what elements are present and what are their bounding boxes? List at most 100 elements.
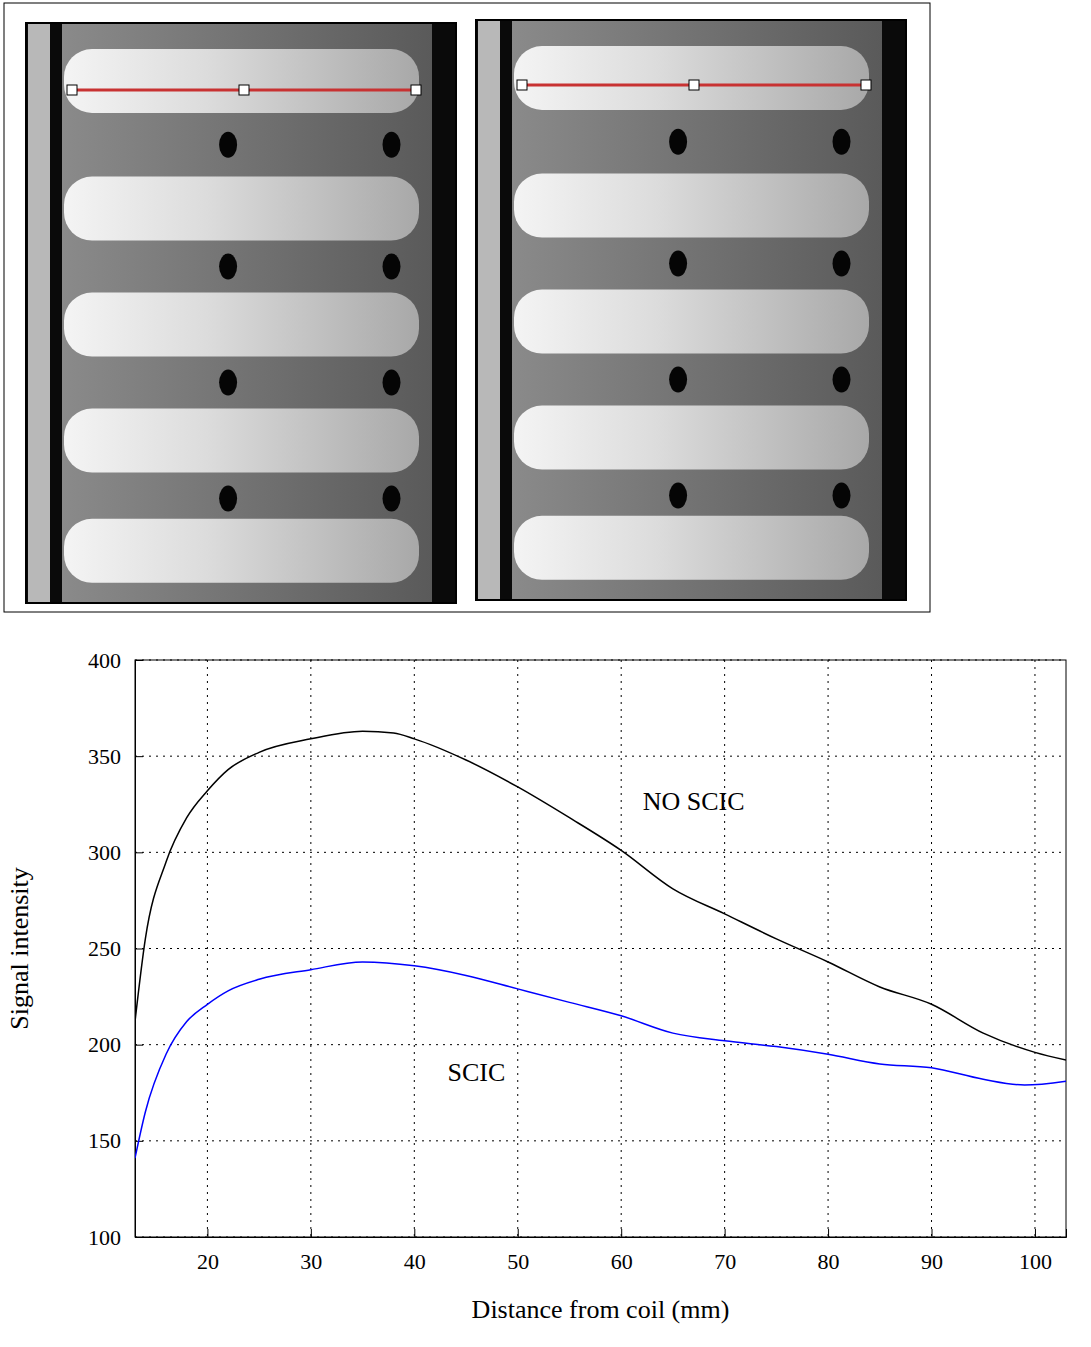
- x-tick-label: 90: [921, 1249, 943, 1274]
- image-spot: [833, 129, 851, 155]
- x-axis: 20 30 40 50 60 70 80 90 100: [136, 1229, 1067, 1274]
- y-tick-mark: [135, 1045, 143, 1046]
- image-band: [64, 177, 419, 241]
- image-spot: [383, 370, 401, 396]
- series-group: [135, 731, 1066, 1158]
- y-tick-mark: [135, 756, 143, 757]
- page: 20 30 40 50 60 70 80 90 100 100 150 200 250 300 350 400…: [0, 0, 1091, 1347]
- image-border: [476, 20, 906, 600]
- image-band: [64, 519, 419, 583]
- x-tick-mark: [828, 1229, 829, 1237]
- x-tick-label: 80: [818, 1249, 840, 1274]
- annotations: NO SCIC SCIC: [447, 787, 744, 1087]
- plot-frame: [135, 660, 1066, 1237]
- grid-line-y: [135, 756, 1066, 757]
- x-axis-title: Distance from coil (mm): [472, 1295, 730, 1324]
- y-tick-label: 300: [88, 840, 121, 865]
- image-strip: [28, 23, 50, 603]
- x-tick-mark: [207, 1229, 208, 1237]
- image-band: [64, 293, 419, 357]
- profile-handle: [411, 85, 421, 95]
- image-band: [514, 174, 869, 238]
- y-tick-label: 100: [88, 1225, 121, 1250]
- x-tick-mark: [1035, 1229, 1036, 1237]
- image-spot: [219, 132, 237, 158]
- grid: [135, 660, 1066, 1237]
- image-spot: [833, 367, 851, 393]
- grid-line-x: [621, 660, 622, 1237]
- y-tick-label: 400: [88, 648, 121, 673]
- grid-line-x: [1034, 660, 1035, 1237]
- y-tick-mark: [135, 949, 143, 950]
- x-tick-label: 40: [404, 1249, 426, 1274]
- profile-handle: [861, 80, 871, 90]
- image-spot: [383, 486, 401, 512]
- image-spot: [833, 251, 851, 277]
- data-line: [135, 962, 1066, 1158]
- image-band: [514, 516, 869, 580]
- image-spot: [669, 129, 687, 155]
- image-spot: [383, 132, 401, 158]
- profile-handle: [689, 80, 699, 90]
- image-spot: [669, 251, 687, 277]
- x-tick: 90: [921, 1229, 943, 1274]
- image-background: [476, 20, 906, 600]
- x-tick-label: 50: [507, 1249, 529, 1274]
- x-tick: 70: [714, 1229, 736, 1274]
- annotation: SCIC: [447, 1058, 505, 1087]
- profile-handle: [517, 80, 527, 90]
- x-tick-mark: [621, 1229, 622, 1237]
- x-tick: 100: [1019, 1229, 1052, 1274]
- image-border: [26, 23, 456, 603]
- image-spot: [383, 254, 401, 280]
- x-tick-mark: [725, 1229, 726, 1237]
- y-tick-mark: [135, 852, 143, 853]
- image-panel: [26, 23, 456, 603]
- image-band: [64, 409, 419, 473]
- x-tick: 80: [818, 1229, 840, 1274]
- image-spot: [219, 486, 237, 512]
- image-band: [64, 49, 419, 113]
- image-spot: [669, 483, 687, 509]
- x-axis-line: [136, 1229, 1067, 1238]
- x-tick-label: 100: [1019, 1249, 1052, 1274]
- grid-line-y: [135, 948, 1066, 949]
- x-tick: 60: [611, 1229, 633, 1274]
- grid-line-x: [931, 660, 932, 1237]
- x-tick-mark: [518, 1229, 519, 1237]
- grid-line-y: [135, 852, 1066, 853]
- image-panel: [476, 20, 906, 600]
- profile-handle: [67, 85, 77, 95]
- image-spot: [833, 483, 851, 509]
- image-background: [26, 23, 456, 603]
- grid-line-x: [414, 660, 415, 1237]
- chart: 20 30 40 50 60 70 80 90 100 100 150 200 250 300 350 400…: [5, 648, 1067, 1324]
- x-tick-label: 20: [197, 1249, 219, 1274]
- y-tick-label: 200: [88, 1032, 121, 1057]
- x-tick: 40: [404, 1229, 426, 1274]
- y-tick-label: 250: [88, 936, 121, 961]
- x-tick: 30: [300, 1229, 322, 1274]
- x-tick-mark: [414, 1229, 415, 1237]
- x-tick-mark: [932, 1229, 933, 1237]
- y-tick-label: 350: [88, 744, 121, 769]
- x-tick-mark: [311, 1229, 312, 1237]
- grid-line-x: [207, 660, 208, 1237]
- image-tissue: [62, 23, 432, 603]
- grid-line-y: [135, 1140, 1066, 1141]
- x-tick: 20: [197, 1229, 219, 1274]
- image-band: [514, 290, 869, 354]
- annotation: NO SCIC: [643, 787, 745, 816]
- x-tick: 50: [507, 1229, 529, 1274]
- image-spot: [219, 370, 237, 396]
- y-tick-label: 150: [88, 1128, 121, 1153]
- x-tick-label: 60: [611, 1249, 633, 1274]
- image-band: [514, 406, 869, 470]
- image-spot: [669, 367, 687, 393]
- x-tick-label: 30: [300, 1249, 322, 1274]
- profile-handle: [239, 85, 249, 95]
- grid-line-y: [135, 1044, 1066, 1045]
- image-strip: [478, 20, 500, 600]
- y-axis-title: Signal intensity: [5, 867, 34, 1030]
- x-tick-label: 70: [714, 1249, 736, 1274]
